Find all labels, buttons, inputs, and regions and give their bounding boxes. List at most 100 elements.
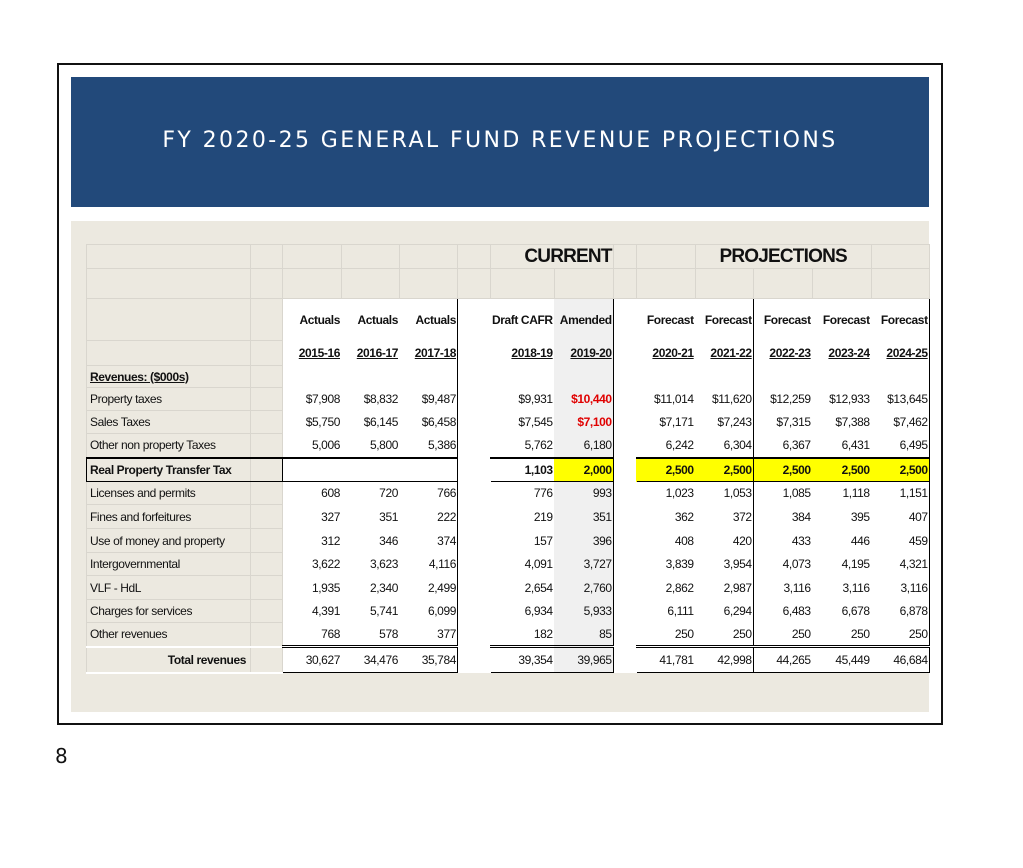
header-row <box>86 268 930 299</box>
value-cell: $13,645 <box>871 387 930 411</box>
empty-cell <box>457 481 491 505</box>
value-cell: 2,760 <box>554 575 614 600</box>
empty-cell <box>457 646 491 673</box>
value-cell: 433 <box>753 528 813 553</box>
row-label: Use of money and property <box>86 528 251 553</box>
value-cell: 6,431 <box>812 433 872 459</box>
table-row: Property taxes $7,908 $8,832 $9,487 $9,931 $1… <box>86 387 930 411</box>
value-cell: 1,118 <box>812 481 872 505</box>
value-cell: 222 <box>399 504 458 529</box>
empty-cell <box>613 575 637 600</box>
column-year-header: 2015-16 <box>282 340 342 366</box>
empty-cell <box>282 365 342 388</box>
row-label: Other revenues <box>86 622 251 647</box>
value-cell: 4,321 <box>871 552 930 576</box>
value-cell: 1,935 <box>282 575 342 600</box>
column-type-header: Forecast <box>753 298 813 341</box>
total-label: Total revenues <box>86 645 251 674</box>
empty-cell <box>399 244 458 269</box>
value-cell <box>341 457 400 482</box>
empty-cell <box>635 244 696 269</box>
value-cell: 420 <box>695 528 754 553</box>
empty-cell <box>250 622 283 647</box>
value-cell: 768 <box>282 622 342 647</box>
table-row: Fines and forfeitures 327 351 222 219 351 362 3… <box>86 504 930 529</box>
column-type-header: Amended <box>554 298 614 341</box>
empty-cell <box>282 244 342 269</box>
value-cell: $5,750 <box>282 410 342 434</box>
row-label: Real Property Transfer Tax <box>86 457 251 482</box>
value-cell: 459 <box>871 528 930 553</box>
value-cell: 312 <box>282 528 342 553</box>
value-cell: 4,091 <box>490 552 555 576</box>
value-cell: $10,440 <box>554 387 614 411</box>
column-year-header: 2024-25 <box>871 340 930 366</box>
total-value-cell: 46,684 <box>871 645 930 673</box>
total-value-cell: 30,627 <box>282 645 342 673</box>
value-cell: $7,908 <box>282 387 342 411</box>
value-cell: 608 <box>282 481 342 505</box>
value-cell: $9,487 <box>399 387 458 411</box>
value-cell: 327 <box>282 504 342 529</box>
value-cell: 6,294 <box>695 599 754 623</box>
empty-cell <box>694 268 754 299</box>
value-cell: 446 <box>812 528 872 553</box>
empty-cell <box>457 433 491 458</box>
row-label: Licenses and permits <box>86 481 251 505</box>
empty-cell <box>250 599 283 623</box>
value-cell: 3,116 <box>753 575 813 600</box>
value-cell: 2,340 <box>341 575 400 600</box>
value-cell: $11,014 <box>635 387 696 411</box>
value-cell: $7,315 <box>753 410 813 434</box>
empty-cell <box>250 504 283 529</box>
column-type-header: Actuals <box>282 298 342 341</box>
value-cell: 3,727 <box>554 552 614 576</box>
value-cell: 5,006 <box>282 433 342 459</box>
empty-cell <box>457 340 491 366</box>
total-value-cell: 39,354 <box>490 645 555 673</box>
title-banner: FY 2020-25 GENERAL FUND REVENUE PROJECTI… <box>71 77 929 207</box>
value-cell: 5,800 <box>341 433 400 459</box>
value-cell: 993 <box>554 481 614 505</box>
empty-cell <box>457 387 491 411</box>
row-label: Sales Taxes <box>86 410 251 434</box>
column-type-header: Actuals <box>399 298 458 341</box>
empty-cell <box>613 646 637 673</box>
empty-cell <box>86 298 251 341</box>
value-cell: 250 <box>695 622 754 647</box>
row-label: VLF - HdL <box>86 575 251 600</box>
table-row: Other revenues 768 578 377 182 85 250 250 250 250… <box>86 622 930 647</box>
empty-cell <box>635 365 696 388</box>
column-year-header: 2023-24 <box>812 340 872 366</box>
value-cell: 2,654 <box>490 575 555 600</box>
empty-cell <box>399 365 458 388</box>
value-cell: 351 <box>341 504 400 529</box>
column-year-header: 2019-20 <box>554 340 614 366</box>
value-cell: 720 <box>341 481 400 505</box>
empty-cell <box>752 268 813 299</box>
value-cell: 766 <box>399 481 458 505</box>
empty-cell <box>250 528 283 553</box>
value-cell: 3,116 <box>871 575 930 600</box>
value-cell: 4,195 <box>812 552 872 576</box>
empty-cell <box>613 552 637 576</box>
value-cell: 395 <box>812 504 872 529</box>
value-cell: 6,180 <box>554 433 614 459</box>
empty-cell <box>554 365 614 388</box>
empty-cell <box>250 387 283 411</box>
header-row: Actuals Actuals Actuals Draft CAFR Amended Fo… <box>86 298 930 341</box>
column-type-header: Actuals <box>341 298 400 341</box>
empty-cell <box>613 298 637 341</box>
value-cell: 5,386 <box>399 433 458 459</box>
empty-cell <box>871 365 930 388</box>
empty-cell <box>457 410 491 434</box>
section-label: Revenues: ($000s) <box>86 365 251 388</box>
value-cell: 85 <box>554 622 614 647</box>
value-cell: $7,388 <box>812 410 872 434</box>
empty-cell <box>613 365 637 388</box>
row-label: Other non property Taxes <box>86 433 251 459</box>
empty-cell <box>250 365 283 388</box>
value-cell: 1,085 <box>753 481 813 505</box>
value-cell: $6,145 <box>341 410 400 434</box>
value-cell: 2,500 <box>635 457 696 482</box>
